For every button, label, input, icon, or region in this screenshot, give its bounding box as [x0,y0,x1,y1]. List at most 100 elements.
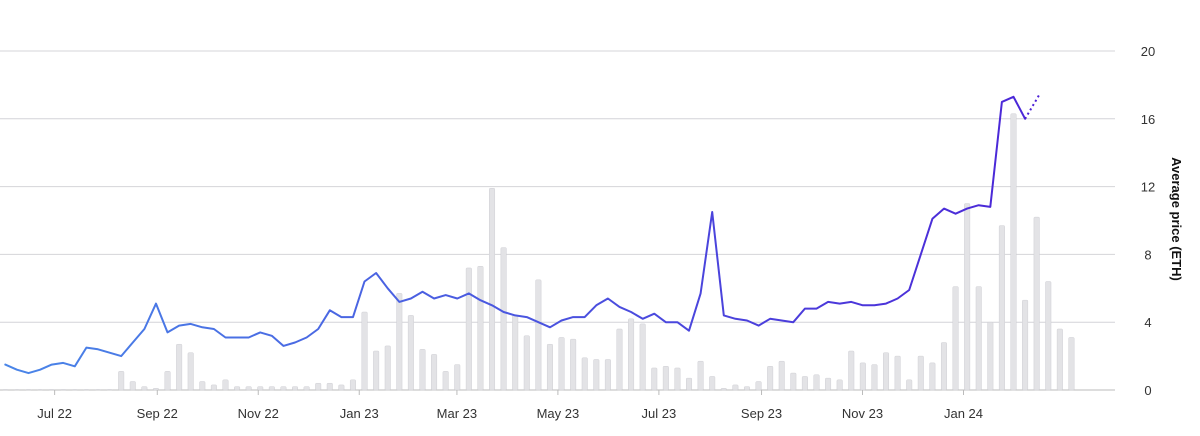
volume-bar [523,335,530,391]
y-tick-label: 0 [1144,383,1151,398]
x-tick-label: Jan 23 [340,406,379,421]
volume-bar [465,267,472,391]
volume-bar [2,389,9,391]
volume-bar [384,345,391,391]
volume-bar [651,367,658,391]
average-price-series [4,94,1040,375]
y-axis: 0 4 8 12 16 20 [1141,44,1155,398]
volume-bar [326,382,333,391]
volume-bar [1033,216,1040,391]
volume-bar [801,376,808,391]
x-tick-label: May 23 [537,406,580,421]
volume-bar [1045,281,1052,391]
volume-bar [512,315,519,391]
volume-bar [952,286,959,391]
volume-bar [349,379,356,391]
x-tick-label: Jan 24 [944,406,983,421]
volume-bar [1022,299,1029,391]
average-price-line [4,95,1027,375]
volume-bar [164,371,171,391]
volume-bar [442,371,449,391]
y-tick-label: 8 [1144,247,1151,262]
x-tick-label: Sep 23 [741,406,782,421]
volume-bar [859,362,866,391]
volume-bar [338,384,345,391]
volume-bar [106,389,113,391]
volume-bar [303,386,310,391]
volume-bar [187,352,194,391]
volume-bar [987,321,994,391]
volume-bar [813,374,820,391]
volume-bar [129,381,136,391]
volume-bar [604,359,611,391]
volume-bar [616,328,623,391]
volume-bar [767,366,774,391]
volume-bar [361,311,368,391]
volume-bar [697,360,704,391]
volume-bar [234,386,241,391]
forecast-dotted-line [1024,94,1040,120]
volume-bar [917,355,924,391]
volume-bar [720,388,727,391]
volume-bar [686,377,693,391]
volume-bar [998,225,1005,391]
volume-bar [906,379,913,391]
volume-bar [871,364,878,391]
volume-bar [222,379,229,391]
volume-bar [257,386,264,391]
y-tick-label: 20 [1141,44,1155,59]
x-tick-label: Nov 22 [238,406,279,421]
volume-bar [199,381,206,391]
volume-bar [431,354,438,391]
volume-bar [1068,337,1075,391]
volume-bar [836,379,843,391]
volume-bar [709,376,716,391]
volume-bar [71,389,78,391]
volume-bar [373,350,380,391]
volume-bar [37,389,44,391]
volume-bar [454,364,461,391]
x-tick-label: Mar 23 [437,406,477,421]
gridlines [0,50,1115,391]
volume-bar [1010,113,1017,391]
volume-bar [118,371,125,391]
volume-bar [176,343,183,391]
volume-bar [13,389,20,391]
volume-bar [25,389,32,391]
volume-bar [419,349,426,391]
x-tick-label: Nov 23 [842,406,883,421]
volume-bar [778,360,785,391]
volume-bar [558,337,565,391]
volume-bar [662,366,669,391]
volume-bar [628,318,635,391]
volume-bar [790,372,797,391]
y-axis-title: Average price (ETH) [1169,157,1184,281]
y-tick-label: 12 [1141,180,1155,195]
x-tick-label: Sep 22 [137,406,178,421]
volume-bar [929,362,936,391]
volume-bar [732,384,739,391]
volume-bar [894,355,901,391]
volume-bar [489,188,496,391]
volume-bar [743,386,750,391]
volume-bar [315,382,322,391]
volume-bar [581,357,588,391]
volume-bar [1056,328,1063,391]
volume-bar [83,389,90,391]
volume-bar [639,323,646,391]
volume-bar [755,381,762,391]
volume-bar [848,350,855,391]
volume-bar [141,386,148,391]
volume-bar [593,359,600,391]
volume-bar [883,352,890,391]
volume-bar [48,389,55,391]
volume-bar [964,203,971,391]
volume-bar [546,343,553,391]
x-tick-label: Jul 23 [642,406,677,421]
volume-bar [477,266,484,391]
volume-bar [280,386,287,391]
x-tick-label: Jul 22 [37,406,72,421]
volume-bar [825,377,832,391]
volume-bar [152,388,159,391]
